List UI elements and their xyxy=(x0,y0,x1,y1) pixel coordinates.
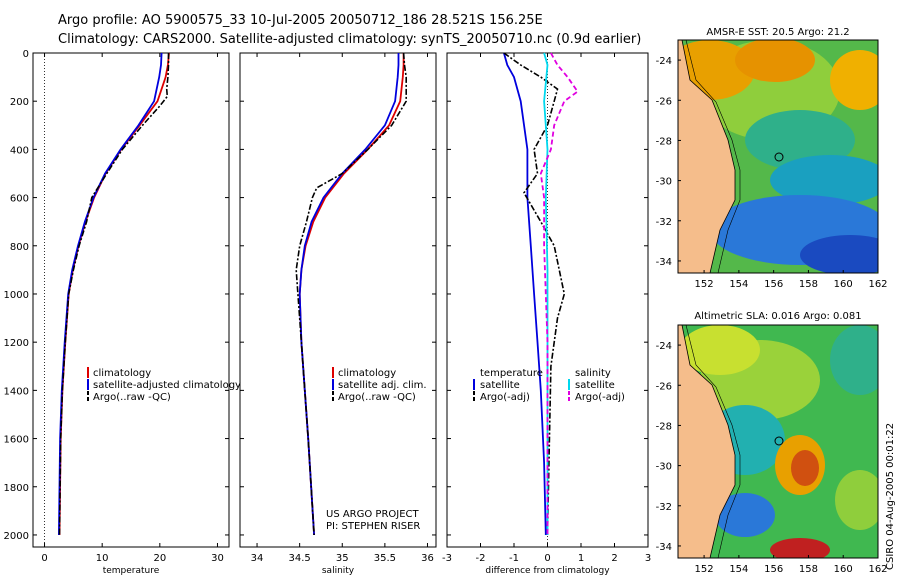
legend-label: Argo(-adj) xyxy=(575,392,625,403)
x-tick-label: 30 xyxy=(211,553,224,564)
legend-label: salinity xyxy=(575,368,611,379)
map-y-tick-label: -30 xyxy=(656,462,672,473)
map-y-tick-label: -24 xyxy=(656,56,672,67)
sla-map: Altimetric SLA: 0.016 Argo: 0.081 -24 -26… xyxy=(656,311,888,575)
series-line-salinity-argo-adj- xyxy=(539,52,579,535)
header-line1: Argo profile: AO 5900575_33 10-Jul-2005 … xyxy=(58,13,543,28)
y-tick-label: 0 xyxy=(23,49,29,60)
x-tick-label: 35 xyxy=(336,553,349,564)
map-x-tick-label: 158 xyxy=(799,279,818,290)
map-y-tick-label: -34 xyxy=(656,257,672,268)
map-y-tick-label: -32 xyxy=(656,502,672,513)
x-tick-label: 2 xyxy=(611,553,617,564)
credit-line2: PI: STEPHEN RISER xyxy=(326,521,420,532)
legend-label: Argo(..raw -QC) xyxy=(338,392,416,403)
y-tick-label: 1000 xyxy=(4,290,29,301)
x-axis-label: difference from climatology xyxy=(485,566,610,576)
map-x-tick-label: 158 xyxy=(799,564,818,575)
map-x-tick-label: 156 xyxy=(764,564,783,575)
map-x-tick-label: 162 xyxy=(868,564,887,575)
map-x-tick-label: 162 xyxy=(868,279,887,290)
map-x-tick-label: 154 xyxy=(729,279,748,290)
x-tick-label: 34 xyxy=(251,553,264,564)
map-y-tick-label: -34 xyxy=(656,542,672,553)
map-x-tick-label: 152 xyxy=(695,564,714,575)
x-axis-label: salinity xyxy=(322,566,355,576)
x-tick-label: 0 xyxy=(544,553,550,564)
x-tick-label: -1 xyxy=(509,553,519,564)
y-tick-label: 400 xyxy=(10,145,29,156)
x-tick-label: -2 xyxy=(476,553,486,564)
map-x-tick-label: 152 xyxy=(695,279,714,290)
land-mass xyxy=(678,40,735,273)
x-tick-label: 35.5 xyxy=(374,553,396,564)
legend-label: satellite xyxy=(575,380,615,391)
legend-label: Argo(..raw -QC) xyxy=(93,392,171,403)
map-y-tick-label: -28 xyxy=(656,136,672,147)
map-x-tick-label: 160 xyxy=(834,564,853,575)
map-y-tick-label: -32 xyxy=(656,217,672,228)
series-line-climatology xyxy=(58,52,170,536)
credit-line1: US ARGO PROJECT xyxy=(326,509,420,520)
sst-map-title: AMSR-E SST: 20.5 Argo: 21.2 xyxy=(706,27,849,38)
sla-map-title: Altimetric SLA: 0.016 Argo: 0.081 xyxy=(694,311,861,322)
sst-map: AMSR-E SST: 20.5 Argo: 21.2 -24 -26 -28 -30… xyxy=(656,27,888,290)
map-y-tick-label: -24 xyxy=(656,341,672,352)
y-tick-label: 2000 xyxy=(4,531,29,542)
map-y-tick-label: -30 xyxy=(656,177,672,188)
y-tick-label: 600 xyxy=(10,194,29,205)
map-x-tick-label: 154 xyxy=(729,564,748,575)
profile-panel-2: 34 34.5 35 35.5 36 salinity climatologysatelli… xyxy=(239,52,437,576)
y-tick-label: 1400 xyxy=(4,386,29,397)
x-tick-label: 1 xyxy=(578,553,584,564)
x-tick-label: 10 xyxy=(96,553,109,564)
y-tick-label: 200 xyxy=(10,97,29,108)
series-line-satellite-adjusted-climatology xyxy=(58,52,163,536)
y-tick-label: 800 xyxy=(10,242,29,253)
y-tick-label: 1800 xyxy=(4,483,29,494)
series-line-climatology xyxy=(298,53,405,536)
map-y-tick-label: -28 xyxy=(656,421,672,432)
argo-position-marker xyxy=(774,152,784,162)
series-line-temperature-satellite xyxy=(503,52,547,536)
legend: temperaturesatelliteArgo(-adj)salinitysa… xyxy=(473,368,625,403)
legend-label: satellite xyxy=(480,380,520,391)
plot-frame xyxy=(32,52,230,548)
legend-label: satellite adj. clim. xyxy=(338,380,427,391)
x-axis-label: temperature xyxy=(103,566,160,576)
profile-panel-3: -3 -2 -1 0 1 2 3 difference from climatology tem… xyxy=(442,52,651,576)
map-x-tick-label: 160 xyxy=(834,279,853,290)
legend-label: temperature xyxy=(480,368,543,379)
land-mass xyxy=(678,325,735,558)
side-caption: CSIRO 04-Aug-2005 00:01:22 xyxy=(885,423,896,570)
series-line-argo-raw-qc- xyxy=(58,53,170,536)
x-tick-label: 20 xyxy=(153,553,166,564)
x-tick-label: 34.5 xyxy=(289,553,311,564)
legend-label: climatology xyxy=(93,368,151,379)
y-tick-label: 1600 xyxy=(4,435,29,446)
legend-label: satellite-adjusted climatology xyxy=(93,380,241,391)
map-y-tick-label: -26 xyxy=(656,381,672,392)
x-tick-label: 0 xyxy=(41,553,47,564)
legend-label: climatology xyxy=(338,368,396,379)
legend-label: Argo(-adj) xyxy=(480,392,530,403)
map-y-tick-label: -26 xyxy=(656,96,672,107)
plot-frame xyxy=(239,52,437,548)
x-tick-label: -3 xyxy=(442,553,452,564)
x-tick-label: 36 xyxy=(421,553,434,564)
y-tick-label: 1200 xyxy=(4,338,29,349)
x-tick-label: 3 xyxy=(645,553,651,564)
series-line-argo-raw-qc- xyxy=(295,52,408,536)
map-x-tick-label: 156 xyxy=(764,279,783,290)
series-line-satellite-adj-clim- xyxy=(298,53,400,536)
argo-position-marker xyxy=(774,436,784,446)
profile-panel-1: 0 10 20 30 temperature 0 200 400 600 800 1000 1200 1… xyxy=(4,49,241,576)
header-line2: Climatology: CARS2000. Satellite-adjuste… xyxy=(58,32,641,47)
